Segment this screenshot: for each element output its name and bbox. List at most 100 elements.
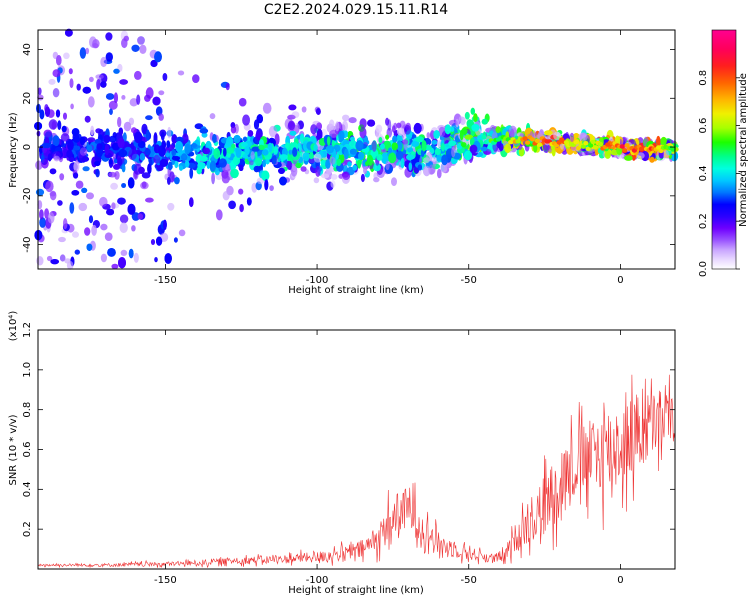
spectrogram-cell (375, 124, 383, 133)
spectrogram-cell (469, 144, 478, 154)
spectrogram-cell (121, 38, 128, 49)
spectrogram-cell (451, 147, 456, 158)
spectrogram-ridge-cell (525, 140, 531, 145)
spectrogram-cell (288, 104, 297, 111)
spectrogram-cell (44, 208, 49, 219)
spectrogram-cell (144, 148, 151, 156)
spectrogram-ridge-cell (619, 144, 625, 149)
spectrogram-cell (326, 136, 331, 146)
spectrogram-marks (34, 28, 679, 270)
spectrogram-cell (121, 164, 126, 173)
spectrogram-cell (74, 249, 81, 255)
spectrogram-cell (421, 140, 427, 152)
spectrogram-cell (441, 154, 448, 166)
spectrogram-ridge-cell (534, 138, 540, 143)
colorbar-tick-label: 0.4 (698, 165, 709, 181)
spectrogram-cell (366, 154, 374, 166)
spectrogram-cell (199, 128, 209, 134)
spectrogram-cell (504, 143, 512, 153)
spectrogram-cell (649, 156, 655, 163)
spectrogram-cell (285, 142, 290, 149)
spectrogram-cell (320, 173, 330, 179)
spectrogram-cell (295, 162, 302, 169)
spectrogram-ridge-cell (573, 140, 579, 145)
spectrogram-cell (184, 160, 190, 168)
spectrogram-cell (636, 152, 645, 160)
spectrogram-cell (373, 177, 380, 183)
spectrogram-cell (133, 163, 143, 175)
spectrogram-cell (47, 153, 52, 162)
spectrogram-cell (158, 113, 164, 121)
spectrogram-cell (251, 146, 260, 152)
spectrogram-cell (167, 126, 172, 139)
spectrogram-cell (438, 126, 446, 138)
spectrogram-cell (100, 81, 107, 88)
spectrogram-cell (131, 225, 136, 232)
spectrogram-cell (37, 200, 43, 210)
spectrogram-cell (316, 128, 323, 140)
spectrogram-cell (105, 93, 115, 100)
spectrogram-cell (656, 135, 661, 147)
spectrogram-ridge-cell (658, 148, 664, 154)
spectrogram-y-tick-label: 40 (22, 43, 33, 56)
spectrogram-cell (114, 158, 118, 164)
spectrogram-cell (105, 52, 114, 62)
spectrogram-cell (280, 155, 287, 161)
spectrogram-cell (336, 158, 342, 167)
spectrogram-cell (459, 130, 464, 141)
spectrogram-y-tick-label: 0 (22, 144, 33, 150)
spectrogram-cell (84, 227, 91, 236)
spectrogram-cell (209, 113, 216, 120)
spectrogram-cell (194, 123, 204, 130)
spectrogram-cell (119, 79, 128, 85)
spectrogram-cell (569, 132, 575, 142)
spectrogram-cell (197, 162, 206, 170)
spectrogram-cell (265, 159, 270, 165)
spectrogram-x-tick-label: -100 (306, 275, 329, 286)
spectrogram-cell (460, 142, 467, 148)
spectrogram-cell (342, 114, 350, 122)
spectrogram-cell (153, 154, 161, 164)
spectrogram-cell (108, 171, 117, 178)
spectrogram-cell (85, 47, 90, 55)
spectrogram-cell (408, 162, 413, 171)
spectrogram-ridge-cell (580, 144, 587, 149)
spectrogram-cell (662, 150, 670, 159)
spectrogram-cell (48, 119, 58, 130)
spectrogram-cell (59, 254, 66, 262)
spectrogram-cell (73, 161, 80, 172)
spectrogram-cell (228, 200, 237, 210)
spectrogram-cell (35, 188, 45, 196)
spectrogram-cell (216, 209, 223, 221)
spectrogram-cell (413, 122, 422, 134)
spectrogram-cell (55, 109, 61, 118)
spectrogram-cell (137, 213, 143, 220)
spectrogram-cell (358, 151, 365, 161)
spectrogram-cell (72, 231, 79, 238)
snr-panel: -150 -100 -50 0 0.2 0.4 0.6 0.8 1.0 1.2 Height o… (8, 311, 676, 596)
spectrogram-cell (50, 259, 59, 265)
spectrogram-cell (211, 172, 216, 185)
spectrogram-cell (100, 223, 108, 231)
spectrogram-cell (53, 155, 60, 162)
spectrogram-cell (173, 237, 178, 243)
spectrogram-y-tick-label: 20 (22, 92, 33, 105)
spectrogram-cell (326, 144, 334, 154)
spectrogram-cell (139, 44, 147, 54)
spectrogram-cell (111, 263, 119, 269)
spectrogram-cell (239, 204, 244, 213)
spectrogram-cell (167, 202, 175, 211)
spectrogram-cell (82, 86, 92, 94)
spectrogram-cell (244, 145, 250, 156)
spectrogram-cell (79, 47, 87, 59)
spectrogram-cell (371, 140, 377, 152)
spectrogram-cell (71, 190, 80, 196)
spectrogram-cell (367, 119, 376, 127)
spectrogram-ridge-cell (583, 141, 589, 146)
spectrogram-cell (400, 157, 405, 169)
spectrogram-cell (481, 118, 488, 125)
spectrogram-cell (144, 94, 151, 102)
spectrogram-cell (150, 239, 156, 245)
spectrogram-cell (313, 177, 320, 184)
